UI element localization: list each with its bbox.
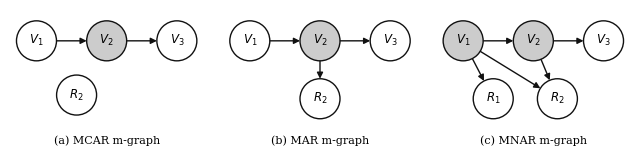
Text: $V_{3}$: $V_{3}$ (383, 33, 397, 48)
Text: $R_{2}$: $R_{2}$ (313, 91, 327, 106)
Ellipse shape (584, 21, 623, 61)
Ellipse shape (17, 21, 56, 61)
Text: $V_{1}$: $V_{1}$ (29, 33, 44, 48)
Text: $V_{2}$: $V_{2}$ (313, 33, 327, 48)
Text: $V_{2}$: $V_{2}$ (99, 33, 114, 48)
Ellipse shape (300, 79, 340, 119)
Text: (b) MAR m-graph: (b) MAR m-graph (271, 136, 369, 146)
Ellipse shape (230, 21, 270, 61)
Text: (a) MCAR m-graph: (a) MCAR m-graph (54, 136, 160, 146)
Text: (c) MNAR m-graph: (c) MNAR m-graph (480, 136, 587, 146)
Ellipse shape (86, 21, 127, 61)
Ellipse shape (443, 21, 483, 61)
Text: $V_{2}$: $V_{2}$ (526, 33, 541, 48)
Text: $R_{2}$: $R_{2}$ (550, 91, 564, 106)
Text: $V_{3}$: $V_{3}$ (170, 33, 184, 48)
Text: $V_{3}$: $V_{3}$ (596, 33, 611, 48)
Text: $R_{1}$: $R_{1}$ (486, 91, 500, 106)
Text: $V_{1}$: $V_{1}$ (456, 33, 470, 48)
Ellipse shape (473, 79, 513, 119)
Text: $V_{1}$: $V_{1}$ (243, 33, 257, 48)
Text: $R_{2}$: $R_{2}$ (69, 88, 84, 103)
Ellipse shape (370, 21, 410, 61)
Ellipse shape (56, 75, 97, 115)
Ellipse shape (300, 21, 340, 61)
Ellipse shape (513, 21, 554, 61)
Ellipse shape (157, 21, 197, 61)
Ellipse shape (538, 79, 577, 119)
